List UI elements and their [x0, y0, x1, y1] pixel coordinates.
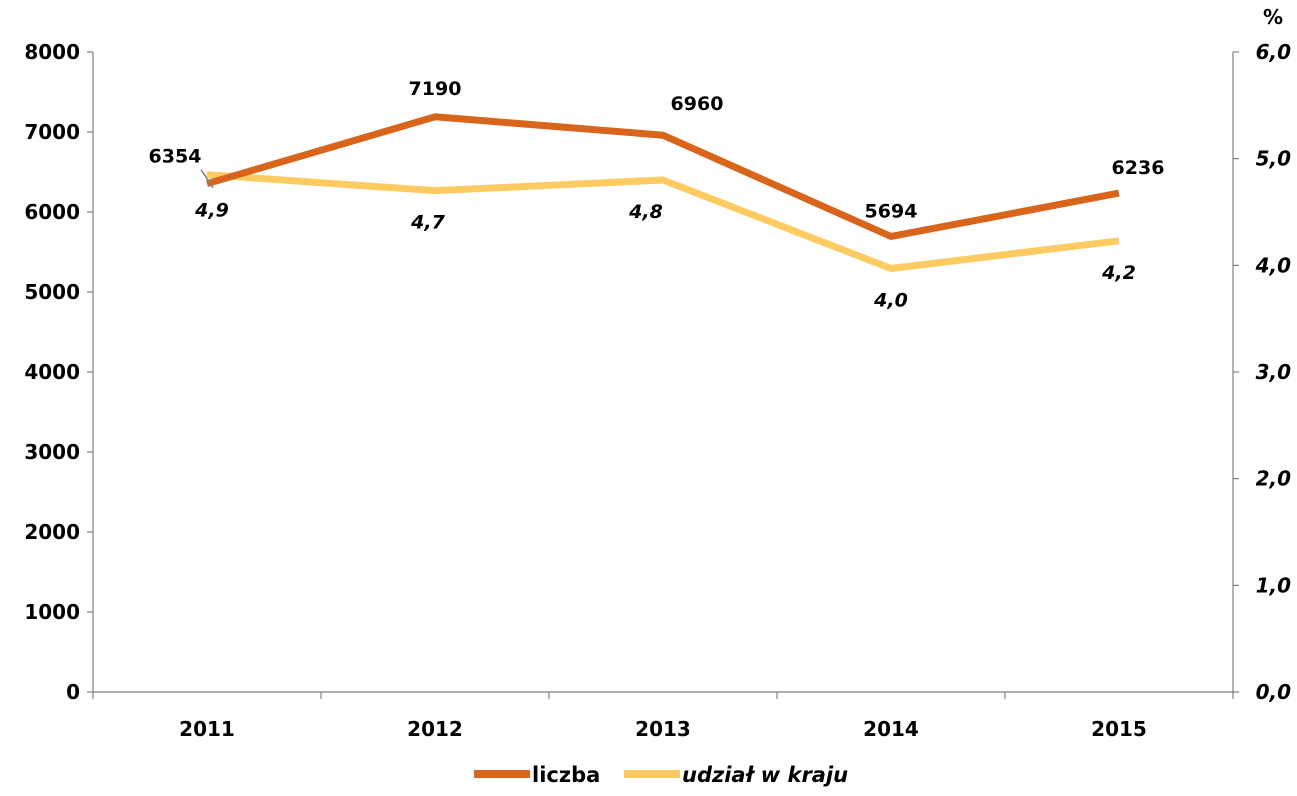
right-axis-ticks: 0,0 1,0 2,0 3,0 4,0 5,0 6,0 — [1255, 40, 1292, 704]
x-tick-label: 2011 — [179, 717, 235, 741]
right-tick-label: 1,0 — [1256, 573, 1292, 597]
legend-label-liczba: liczba — [532, 763, 600, 787]
x-tick-label: 2015 — [1091, 717, 1147, 741]
right-tick-label: 4,0 — [1255, 253, 1292, 277]
left-tick-label: 1000 — [24, 600, 80, 624]
data-label-liczba: 6236 — [1112, 157, 1165, 179]
label-leader-line — [200, 169, 214, 189]
right-tick-label: 5,0 — [1256, 147, 1292, 171]
x-tick-label: 2014 — [863, 717, 919, 741]
series-line-udzial — [206, 171, 1120, 273]
x-tick-label: 2013 — [635, 717, 691, 741]
data-label-liczba: 6354 — [149, 146, 202, 168]
data-label-liczba: 6960 — [671, 93, 724, 115]
legend: liczba udział w kraju — [474, 763, 848, 787]
series-line-liczba — [206, 113, 1120, 240]
right-tick-label: 2,0 — [1256, 467, 1292, 491]
left-tick-label: 0 — [66, 680, 80, 704]
left-axis-ticks: 0 1000 2000 3000 4000 5000 6000 7000 8000 — [24, 40, 80, 704]
right-axis-unit: % — [1263, 5, 1283, 29]
x-axis-ticks: 2011 2012 2013 2014 2015 — [179, 717, 1147, 741]
left-tick-label: 5000 — [24, 280, 80, 304]
left-tick-label: 4000 — [24, 360, 80, 384]
data-label-liczba: 5694 — [865, 200, 918, 222]
axes — [87, 51, 1239, 699]
left-tick-label: 6000 — [24, 200, 80, 224]
legend-label-udzial: udział w kraju — [682, 763, 848, 787]
data-label-udzial: 4,9 — [194, 200, 229, 222]
x-tick-label: 2012 — [407, 717, 463, 741]
data-label-udzial: 4,2 — [1101, 262, 1136, 284]
left-tick-label: 8000 — [24, 40, 80, 64]
right-tick-label: 6,0 — [1256, 40, 1292, 64]
data-label-liczba: 7190 — [409, 78, 462, 100]
right-tick-label: 3,0 — [1256, 360, 1292, 384]
data-label-udzial: 4,7 — [410, 212, 445, 234]
series-layer — [206, 113, 1120, 273]
left-tick-label: 2000 — [24, 520, 80, 544]
right-tick-label: 0,0 — [1256, 680, 1292, 704]
left-tick-label: 3000 — [24, 440, 80, 464]
data-label-udzial: 4,8 — [628, 201, 663, 223]
left-tick-label: 7000 — [24, 120, 80, 144]
data-labels: 6354 7190 6960 5694 6236 4,9 4,7 4,8 4,0 4,2 — [149, 78, 1165, 312]
data-label-udzial: 4,0 — [873, 290, 908, 312]
